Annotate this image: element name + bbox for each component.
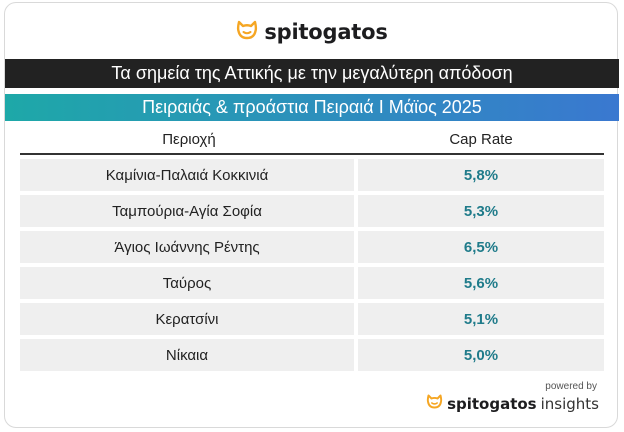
cap-rate-table: Περιοχή Cap Rate Καμίνια-Παλαιά Κοκκινιά… (20, 125, 604, 371)
cap-rate-cell: 5,1% (358, 303, 604, 335)
powered-by-footer: powered by spitogatos insights (426, 381, 599, 414)
table-row: Άγιος Ιωάννης Ρέντης 6,5% (20, 231, 604, 263)
cat-head-icon (236, 20, 258, 45)
brand-header: spitogatos (5, 17, 619, 47)
cap-rate-cell: 5,8% (358, 159, 604, 191)
area-cell: Κερατσίνι (20, 303, 354, 335)
cap-rate-cell: 5,3% (358, 195, 604, 227)
table-row: Νίκαια 5,0% (20, 339, 604, 371)
footer-brand-name: spitogatos (447, 395, 537, 413)
cap-rate-cell: 5,6% (358, 267, 604, 299)
footer-brand: spitogatos insights (426, 394, 599, 414)
table-row: Ταύρος 5,6% (20, 267, 604, 299)
table-row: Ταμπούρια-Αγία Σοφία 5,3% (20, 195, 604, 227)
cap-rate-cell: 6,5% (358, 231, 604, 263)
area-cell: Ταμπούρια-Αγία Σοφία (20, 195, 354, 227)
cap-rate-cell: 5,0% (358, 339, 604, 371)
table-row: Καμίνια-Παλαιά Κοκκινιά 5,8% (20, 159, 604, 191)
area-cell: Καμίνια-Παλαιά Κοκκινιά (20, 159, 354, 191)
table-row: Κερατσίνι 5,1% (20, 303, 604, 335)
area-cell: Νίκαια (20, 339, 354, 371)
column-header-cap-rate: Cap Rate (449, 130, 513, 148)
infographic-card: spitogatos Τα σημεία της Αττικής με την … (4, 2, 619, 428)
powered-by-label: powered by (545, 381, 597, 392)
cat-head-icon (426, 394, 443, 414)
table-header: Περιοχή Cap Rate (20, 125, 604, 155)
area-cell: Ταύρος (20, 267, 354, 299)
page-subtitle: Πειραιάς & προάστια Πειραιά Ι Μάϊος 2025 (5, 94, 619, 121)
page-title: Τα σημεία της Αττικής με την μεγαλύτερη … (5, 59, 619, 88)
brand-name: spitogatos (264, 20, 388, 44)
column-header-area: Περιοχή (162, 130, 216, 148)
footer-brand-suffix: insights (540, 395, 599, 413)
area-cell: Άγιος Ιωάννης Ρέντης (20, 231, 354, 263)
